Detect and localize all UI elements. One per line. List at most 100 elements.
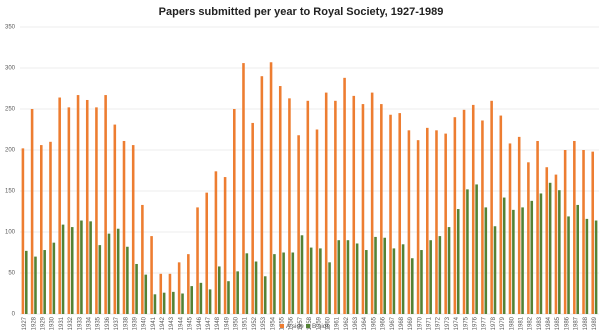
bar — [521, 207, 524, 314]
bar — [548, 182, 552, 314]
bar — [435, 130, 438, 314]
x-tick-label: 1953 — [261, 316, 267, 330]
bar — [236, 271, 239, 314]
x-tick-label: 1945 — [188, 316, 194, 330]
bar — [43, 250, 46, 314]
y-tick-label: 300 — [5, 66, 16, 72]
bar — [401, 244, 405, 314]
bar — [545, 167, 549, 314]
x-tick-label: 1928 — [31, 316, 37, 330]
bar — [199, 282, 203, 314]
bar — [576, 204, 579, 314]
x-tick-label: 1948 — [215, 316, 221, 330]
bar — [107, 233, 111, 314]
bar — [297, 135, 300, 314]
bar — [573, 140, 576, 314]
bar — [456, 209, 460, 314]
x-tick-label: 1931 — [59, 316, 65, 330]
bar — [306, 100, 310, 314]
x-tick-label: 1943 — [169, 316, 175, 330]
x-tick-label: 1938 — [123, 316, 129, 330]
bar — [530, 200, 534, 314]
bar — [355, 243, 359, 314]
x-tick-label: 1972 — [436, 316, 442, 330]
bar — [159, 273, 163, 314]
x-tick-label: 1961 — [335, 316, 341, 330]
bar — [135, 263, 138, 314]
x-tick-label: 1979 — [500, 316, 506, 330]
x-tick-label: 1987 — [574, 316, 580, 330]
bar — [517, 136, 521, 314]
bar — [471, 104, 475, 315]
x-tick-label: 1929 — [41, 316, 47, 330]
bar — [426, 127, 429, 314]
x-tick-label: 1957 — [298, 316, 304, 330]
x-tick-label: 1935 — [96, 316, 102, 330]
bar — [21, 148, 25, 314]
bar — [554, 174, 558, 314]
x-tick-label: 1947 — [206, 316, 212, 330]
x-tick-label: 1939 — [132, 316, 138, 330]
bar — [168, 273, 172, 314]
bar — [288, 98, 291, 314]
x-tick-label: 1986 — [564, 316, 570, 330]
bar — [328, 262, 331, 314]
bar — [484, 207, 488, 314]
x-tick-label: 1942 — [160, 316, 166, 330]
bar — [67, 107, 71, 314]
bar — [95, 107, 98, 314]
y-tick-label: 200 — [5, 148, 16, 154]
bar — [70, 227, 74, 314]
x-tick-label: 1965 — [371, 316, 377, 330]
bar — [567, 216, 570, 314]
bar — [278, 86, 282, 314]
bar — [131, 145, 135, 314]
x-tick-label: 1975 — [463, 316, 469, 330]
bar — [162, 292, 166, 314]
bar — [61, 224, 65, 314]
x-tick-label: 1937 — [114, 316, 120, 330]
y-tick-label: 50 — [8, 271, 15, 277]
bar — [80, 220, 83, 314]
bar — [374, 236, 377, 314]
x-tick-label: 1966 — [381, 316, 387, 330]
bar — [410, 258, 414, 314]
bar — [282, 252, 285, 314]
x-tick-label: 1932 — [68, 316, 74, 330]
x-tick-label: 1955 — [280, 316, 286, 330]
x-tick-label: 1963 — [353, 316, 359, 330]
bar — [89, 221, 92, 314]
bar — [196, 207, 199, 314]
bar — [205, 192, 209, 314]
bar — [582, 150, 585, 314]
x-tick-label: 1989 — [592, 316, 598, 330]
bar — [490, 100, 493, 314]
bar — [49, 141, 52, 314]
bar — [52, 242, 56, 314]
bar — [361, 104, 365, 314]
bar — [539, 193, 543, 314]
bar — [233, 109, 236, 314]
bar — [34, 256, 37, 314]
bar — [315, 129, 319, 314]
x-tick-label: 1951 — [243, 316, 249, 330]
bar — [499, 115, 503, 314]
bar — [389, 114, 392, 315]
bar — [172, 291, 175, 314]
x-tick-label: 1964 — [362, 316, 368, 330]
bar — [462, 109, 466, 314]
bar — [269, 62, 273, 315]
bar — [113, 124, 117, 314]
bar — [319, 248, 322, 314]
x-tick-label: 1960 — [325, 316, 331, 330]
bar — [208, 289, 212, 314]
x-tick-label: 1971 — [427, 316, 433, 330]
bar — [343, 77, 346, 314]
x-tick-label: 1977 — [482, 316, 488, 330]
bar — [150, 236, 153, 314]
bar — [122, 140, 126, 314]
bar — [104, 95, 107, 314]
x-tick-label: 1941 — [151, 316, 157, 330]
x-tick-label: 1959 — [316, 316, 322, 330]
bar — [227, 281, 230, 314]
